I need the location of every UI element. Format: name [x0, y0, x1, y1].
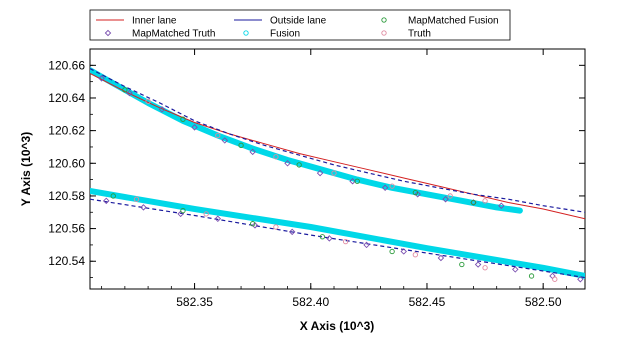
point-mapmatched-truth-lower-	[140, 204, 147, 211]
point-mapmatched-truth	[221, 137, 229, 144]
legend: Inner lane Outside lane MapMatched Fusion M…	[89, 9, 511, 41]
point-mapmatched-fusion-lower-	[459, 261, 465, 268]
legend-label-truth: Truth	[408, 29, 431, 40]
point-mapmatched-truth	[381, 184, 389, 192]
point-truth-lower-	[203, 211, 209, 217]
point-mapmatched-fusion-lower-	[389, 248, 395, 255]
series-fusion-lower-	[90, 188, 585, 279]
legend-swatch-fusion	[243, 30, 249, 36]
point-mapmatched-truth-lower-	[326, 235, 333, 242]
point-truth-lower-	[482, 265, 488, 271]
series-outside-lane	[90, 68, 585, 213]
point-mapmatched-truth-lower-	[512, 266, 519, 273]
legend-label-mapmatched-truth: MapMatched Truth	[132, 29, 215, 40]
legend-swatch-truth	[381, 30, 387, 36]
point-mapmatched-truth	[191, 124, 198, 131]
point-truth-lower-	[342, 239, 349, 245]
point-mapmatched-truth-lower-	[103, 197, 110, 205]
point-truth	[389, 183, 395, 189]
point-mapmatched-truth-lower-	[363, 241, 370, 249]
series-layer	[90, 67, 585, 283]
point-truth	[273, 154, 279, 160]
point-truth-lower-	[133, 196, 140, 202]
point-truth	[447, 193, 453, 199]
point-mapmatched-truth	[126, 89, 133, 97]
point-mapmatched-truth	[349, 178, 356, 185]
y-tick-label: 120.64	[48, 91, 85, 105]
series-fusion	[90, 67, 523, 214]
point-mapmatched-truth	[158, 106, 166, 113]
point-mapmatched-fusion-lower-	[110, 193, 116, 199]
series-inner-lane	[90, 73, 585, 220]
point-mapmatched-truth	[284, 160, 291, 167]
point-mapmatched-fusion	[296, 162, 302, 168]
point-truth	[331, 170, 337, 176]
point-mapmatched-truth-lower-	[474, 261, 482, 268]
point-truth	[215, 132, 221, 139]
point-mapmatched-fusion-lower-	[319, 234, 326, 240]
point-truth	[482, 198, 488, 204]
point-mapmatched-truth-lower-	[400, 248, 407, 255]
point-mapmatched-truth-lower-	[437, 254, 445, 262]
y-tick-label: 120.54	[48, 254, 85, 268]
y-tick-label: 120.60	[48, 156, 85, 170]
plot-area	[89, 48, 586, 290]
point-truth	[145, 98, 151, 104]
point-mapmatched-truth	[249, 148, 256, 156]
point-mapmatched-truth-lower-	[251, 222, 259, 229]
legend-label-fusion: Fusion	[270, 29, 300, 40]
x-axis-ticks: 582.35 582.40 582.45 582.50	[101, 49, 567, 309]
point-mapmatched-truth	[414, 191, 421, 198]
legend-swatch-mapmatched-truth	[104, 29, 112, 37]
y-tick-label: 120.62	[48, 124, 85, 138]
point-mapmatched-truth-lower-	[577, 275, 584, 283]
legend-box	[89, 9, 511, 41]
point-truth-lower-	[273, 224, 279, 230]
y-tick-label: 120.66	[48, 58, 85, 72]
point-mapmatched-truth	[98, 75, 105, 82]
point-truth-lower-	[412, 252, 419, 258]
legend-label-outside-lane: Outside lane	[270, 16, 327, 27]
x-tick-label: 582.40	[292, 295, 329, 309]
point-mapmatched-fusion-lower-	[528, 273, 535, 279]
legend-swatch-mapmatched-fusion	[381, 17, 387, 23]
point-mapmatched-fusion	[122, 87, 128, 93]
y-tick-label: 120.58	[48, 189, 85, 203]
legend-label-mapmatched-fusion: MapMatched Fusion	[408, 16, 499, 27]
x-tick-label: 582.35	[176, 295, 213, 309]
point-mapmatched-fusion	[354, 178, 360, 184]
x-tick-label: 582.45	[409, 295, 446, 309]
point-mapmatched-fusion-lower-	[180, 207, 186, 214]
point-mapmatched-fusion	[470, 199, 477, 206]
y-axis-ticks: 120.54 120.56 120.58 120.60 120.62 120.64 120.…	[48, 58, 585, 278]
point-mapmatched-truth-lower-	[214, 215, 222, 223]
point-mapmatched-fusion	[180, 116, 186, 122]
point-mapmatched-truth-lower-	[288, 228, 296, 236]
point-mapmatched-truth	[442, 195, 449, 203]
point-mapmatched-fusion	[238, 142, 244, 148]
point-mapmatched-fusion-lower-	[250, 221, 256, 227]
y-tick-label: 120.56	[48, 222, 85, 236]
legend-label-inner-lane: Inner lane	[132, 16, 177, 27]
point-mapmatched-truth	[498, 202, 505, 209]
point-mapmatched-fusion	[412, 190, 419, 196]
point-mapmatched-truth	[316, 169, 324, 177]
y-axis-title: Y Axis (10^3)	[19, 132, 33, 206]
x-axis-title: X Axis (10^3)	[300, 319, 375, 333]
x-tick-label: 582.50	[525, 295, 562, 309]
point-truth-lower-	[552, 276, 558, 282]
